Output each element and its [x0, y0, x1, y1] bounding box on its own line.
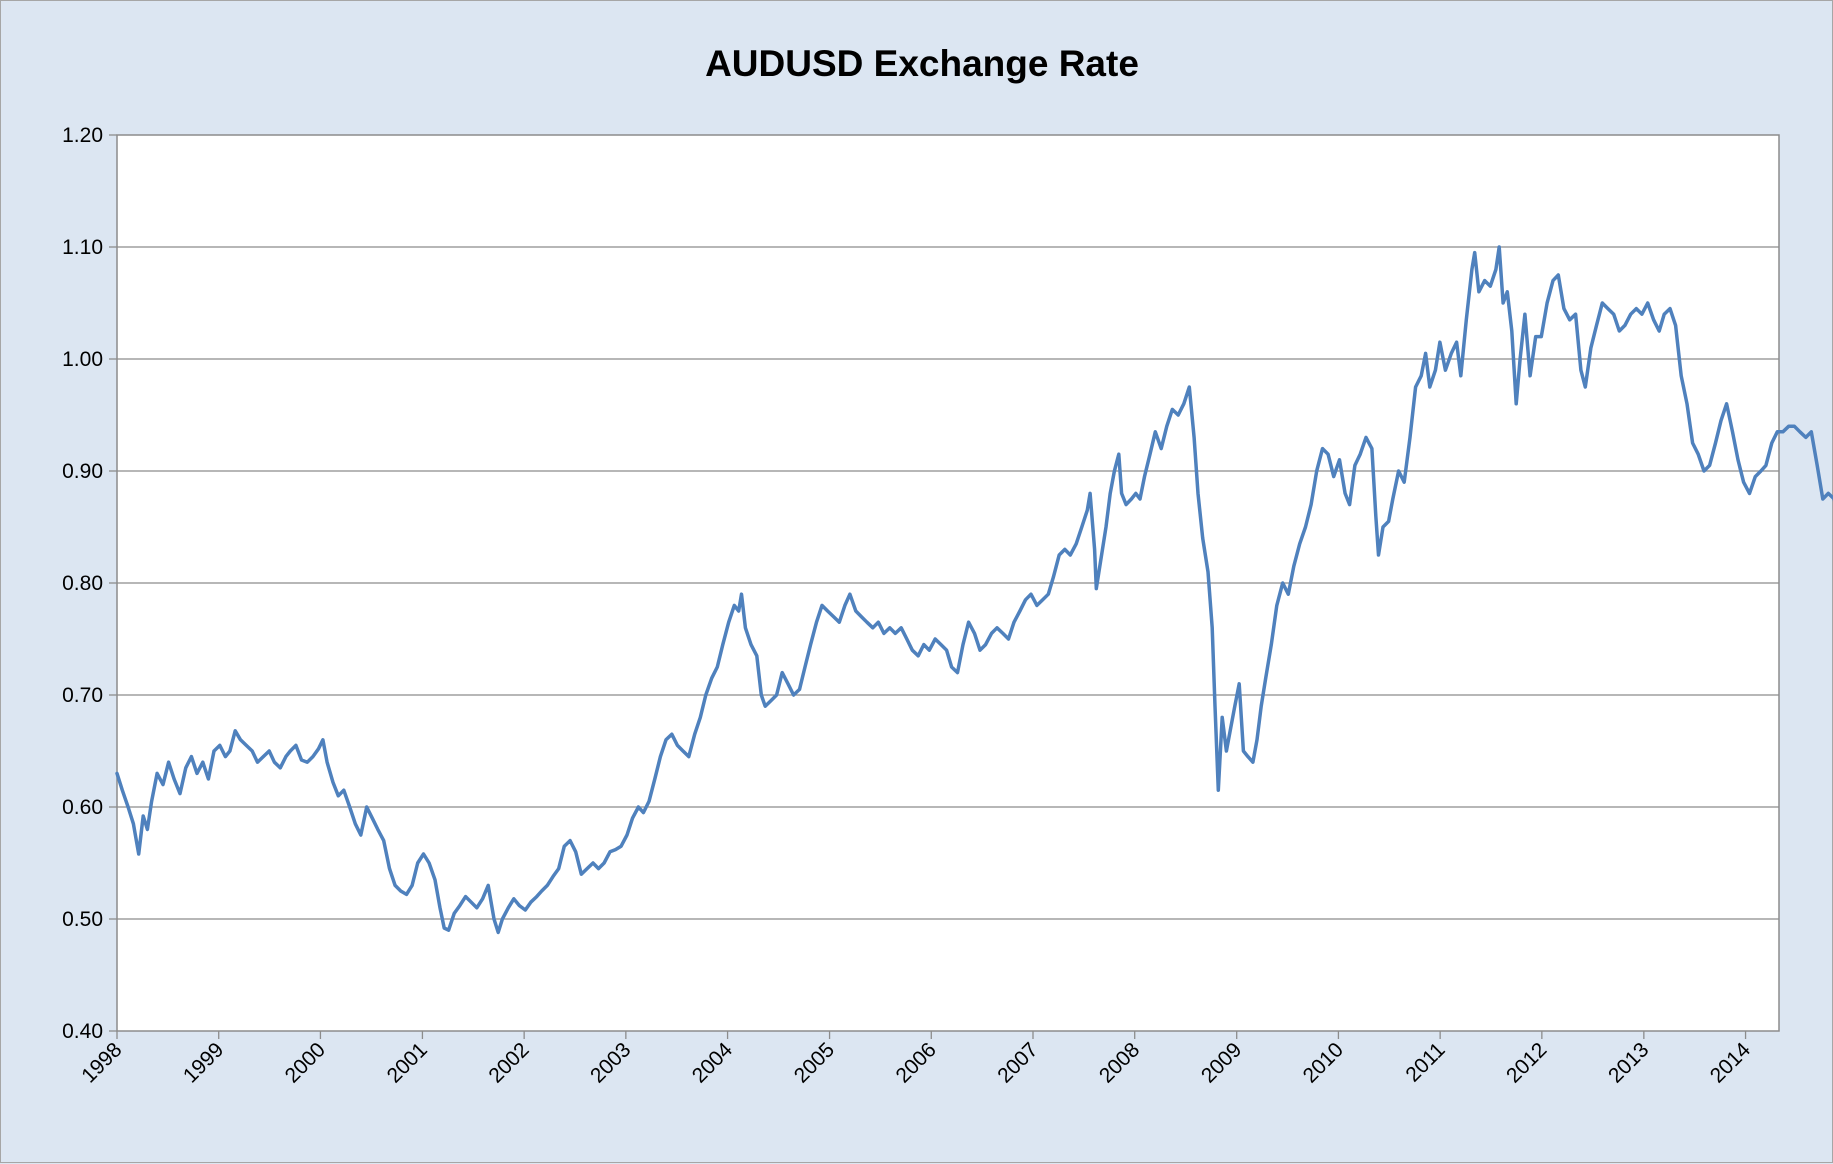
- y-tick-label: 0.80: [62, 572, 103, 595]
- x-tick-label: 2008: [1095, 1038, 1144, 1087]
- y-tick-label: 0.60: [62, 796, 103, 819]
- y-tick-label: 1.10: [62, 236, 103, 259]
- x-tick-label: 2010: [1299, 1038, 1348, 1087]
- x-tick-label: 1999: [179, 1038, 228, 1087]
- y-axis: 0.40 0.50 0.60 0.70 0.80 0.90 1.00 1.10 1.20: [62, 124, 117, 1043]
- x-tick-label: 2013: [1604, 1038, 1653, 1087]
- x-tick-label: 2004: [688, 1038, 738, 1088]
- chart-title: AUDUSD Exchange Rate: [705, 43, 1139, 84]
- y-tick-label: 0.40: [62, 1020, 103, 1043]
- x-axis: 1998 1999 2000 2001 2002 2003 2004 2005 2006 2007…: [77, 1031, 1755, 1088]
- y-tick-label: 1.00: [62, 348, 103, 371]
- x-tick-label: 2003: [586, 1038, 635, 1087]
- x-tick-label: 2011: [1401, 1038, 1449, 1086]
- gridlines: [117, 246, 1779, 920]
- y-tick-label: 0.70: [62, 684, 103, 707]
- x-tick-label: 2007: [993, 1038, 1042, 1087]
- x-tick-label: 2012: [1502, 1038, 1551, 1087]
- series-layer: [115, 245, 1833, 935]
- x-tick-label: 2005: [790, 1038, 839, 1087]
- x-tick-label: 1998: [77, 1038, 126, 1087]
- x-tick-label: 2001: [383, 1038, 432, 1087]
- y-tick-label: 0.90: [62, 460, 103, 483]
- y-tick-label: 1.20: [62, 124, 103, 147]
- x-tick-label: 2009: [1197, 1038, 1246, 1087]
- y-tick-label: 0.50: [62, 908, 103, 931]
- x-tick-label: 2000: [281, 1038, 330, 1087]
- x-tick-label: 2006: [892, 1038, 941, 1087]
- series-line-0: [115, 245, 1833, 935]
- x-tick-label: 2014: [1706, 1038, 1756, 1088]
- x-tick-label: 2002: [484, 1038, 533, 1087]
